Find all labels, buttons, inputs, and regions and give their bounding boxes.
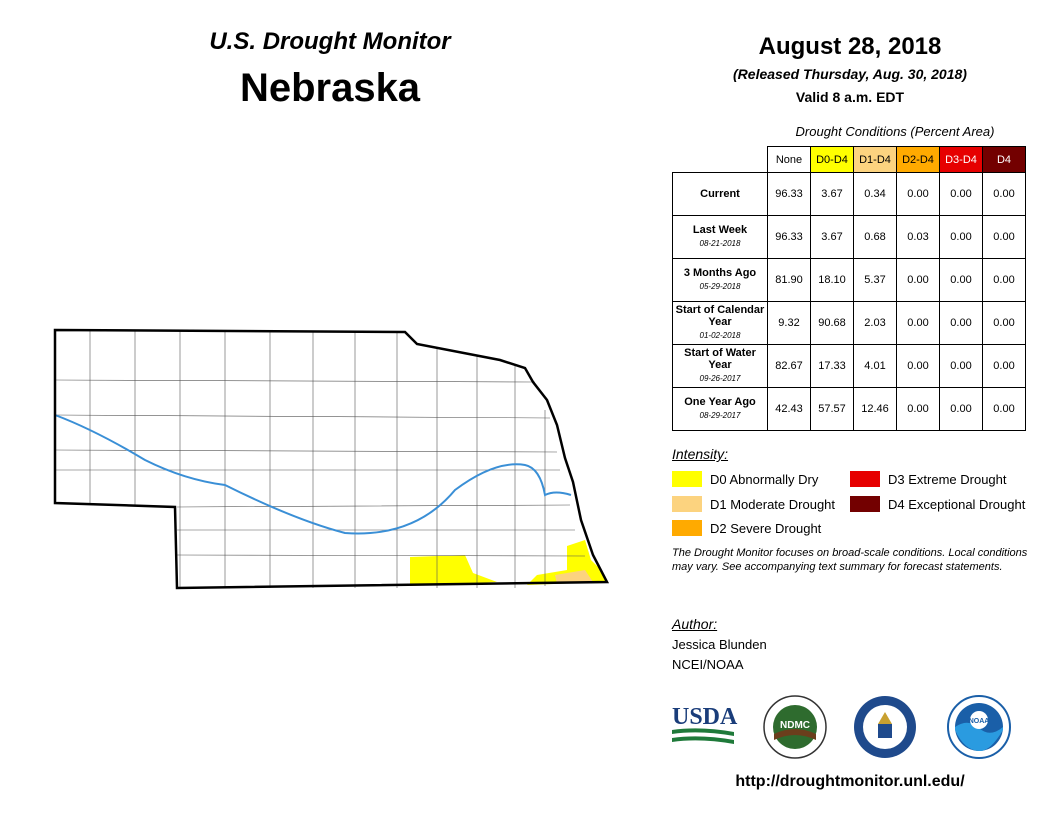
- col-d2-d4: D2-D4: [896, 146, 940, 173]
- legend-title: Intensity:: [672, 446, 729, 462]
- col-d1-d4: D1-D4: [853, 146, 897, 173]
- col-d0-d4: D0-D4: [810, 146, 854, 173]
- cell: 0.00: [896, 172, 940, 216]
- noaa-logo: NOAA: [947, 695, 1011, 759]
- cell: 96.33: [767, 172, 811, 216]
- county-lines: [54, 330, 586, 588]
- row-label: Last Week 08-21-2018: [672, 215, 768, 259]
- row-label: Start of Water Year 09-26-2017: [672, 344, 768, 388]
- d1-area-southeast: [555, 570, 593, 584]
- legend-item-d4: D4 Exceptional Drought: [850, 496, 1025, 512]
- legend-label: D0 Abnormally Dry: [710, 471, 819, 487]
- cell: 12.46: [853, 387, 897, 431]
- cell: 0.00: [896, 301, 940, 345]
- legend-swatch: [672, 520, 702, 536]
- row-label: Current: [672, 172, 768, 216]
- table-row: Current 96.33 3.67 0.34 0.00 0.00 0.00: [672, 172, 1026, 216]
- row-label: Start of Calendar Year 01-02-2018: [672, 301, 768, 345]
- cell: 42.43: [767, 387, 811, 431]
- cell: 0.34: [853, 172, 897, 216]
- website-url[interactable]: http://droughtmonitor.unl.edu/: [735, 773, 965, 790]
- legend-item-d3: D3 Extreme Drought: [850, 471, 1007, 487]
- cell: 0.00: [939, 215, 983, 259]
- legend-label: D2 Severe Drought: [710, 520, 822, 536]
- state-outline: [53, 328, 610, 590]
- svg-text:NDMC: NDMC: [780, 720, 810, 731]
- cell: 0.00: [896, 258, 940, 302]
- cell: 2.03: [853, 301, 897, 345]
- cell: 0.00: [982, 387, 1026, 431]
- cell: 90.68: [810, 301, 854, 345]
- row-label: 3 Months Ago 05-29-2018: [672, 258, 768, 302]
- legend-item-d0: D0 Abnormally Dry: [672, 471, 818, 487]
- col-none: None: [767, 146, 811, 173]
- cell: 0.00: [939, 258, 983, 302]
- cell: 0.00: [939, 344, 983, 388]
- cell: 0.00: [896, 344, 940, 388]
- legend-swatch: [672, 496, 702, 512]
- svg-text:NOAA: NOAA: [969, 718, 990, 725]
- author-name: Jessica Blunden: [672, 637, 767, 652]
- cell: 82.67: [767, 344, 811, 388]
- state-fill: [55, 330, 607, 588]
- legend-label: D3 Extreme Drought: [888, 471, 1007, 487]
- cell: 9.32: [767, 301, 811, 345]
- table-row: Start of Water Year 09-26-2017 82.67 17.3…: [672, 344, 1026, 388]
- cell: 0.00: [982, 172, 1026, 216]
- cell: 57.57: [810, 387, 854, 431]
- cell: 4.01: [853, 344, 897, 388]
- table-header-row: None D0-D4 D1-D4 D2-D4 D3-D4 D4: [673, 146, 1026, 173]
- monitor-title: U.S. Drought Monitor: [209, 28, 451, 55]
- cell: 0.00: [982, 215, 1026, 259]
- cell: 18.10: [810, 258, 854, 302]
- col-d4: D4: [982, 146, 1026, 173]
- legend-label: D4 Exceptional Drought: [888, 496, 1026, 512]
- ndmc-logo: NDMC: [763, 695, 827, 759]
- legend-label: D1 Moderate Drought: [710, 496, 836, 512]
- cell: 17.33: [810, 344, 854, 388]
- cell: 5.37: [853, 258, 897, 302]
- platte-river: [54, 414, 572, 535]
- cell: 0.00: [939, 387, 983, 431]
- cell: 3.67: [810, 172, 854, 216]
- valid-time: Valid 8 a.m. EDT: [795, 89, 905, 105]
- legend-item-d1: D1 Moderate Drought: [672, 496, 835, 512]
- cell: 0.00: [939, 172, 983, 216]
- disclaimer-note: The Drought Monitor focuses on broad-sca…: [672, 547, 1028, 573]
- legend-item-d2: D2 Severe Drought: [672, 520, 821, 536]
- table-row: Last Week 08-21-2018 96.33 3.67 0.68 0.03…: [672, 215, 1026, 259]
- cell: 0.03: [896, 215, 940, 259]
- table-row: 3 Months Ago 05-29-2018 81.90 18.10 5.37 …: [672, 258, 1026, 302]
- commerce-seal: [854, 696, 916, 758]
- cell: 81.90: [767, 258, 811, 302]
- cell: 96.33: [767, 215, 811, 259]
- cell: 0.00: [982, 258, 1026, 302]
- col-d3-d4: D3-D4: [939, 146, 983, 173]
- cell: 0.00: [896, 387, 940, 431]
- legend-swatch: [672, 471, 702, 487]
- legend-swatch: [850, 496, 880, 512]
- state-title: Nebraska: [239, 66, 421, 110]
- author-org: NCEI/NOAA: [672, 657, 744, 672]
- usda-logo: USDA: [672, 704, 738, 744]
- cell: 0.68: [853, 215, 897, 259]
- release-date: (Released Thursday, Aug. 30, 2018): [733, 66, 967, 82]
- cell: 3.67: [810, 215, 854, 259]
- d0-area-south-central: [410, 555, 497, 586]
- drought-conditions-table: None D0-D4 D1-D4 D2-D4 D3-D4 D4 Current …: [672, 146, 1026, 431]
- table-corner: [673, 147, 768, 173]
- table-row: Start of Calendar Year 01-02-2018 9.32 90…: [672, 301, 1026, 345]
- table-row: One Year Ago 08-29-2017 42.43 57.57 12.46…: [672, 387, 1026, 431]
- svg-text:USDA: USDA: [672, 704, 738, 730]
- map-date: August 28, 2018: [758, 33, 942, 60]
- cell: 0.00: [939, 301, 983, 345]
- table-caption: Drought Conditions (Percent Area): [795, 124, 995, 139]
- row-label: One Year Ago 08-29-2017: [672, 387, 768, 431]
- cell: 0.00: [982, 344, 1026, 388]
- nebraska-drought-map: [53, 328, 610, 590]
- author-caption: Author:: [672, 616, 718, 632]
- cell: 0.00: [982, 301, 1026, 345]
- legend-swatch: [850, 471, 880, 487]
